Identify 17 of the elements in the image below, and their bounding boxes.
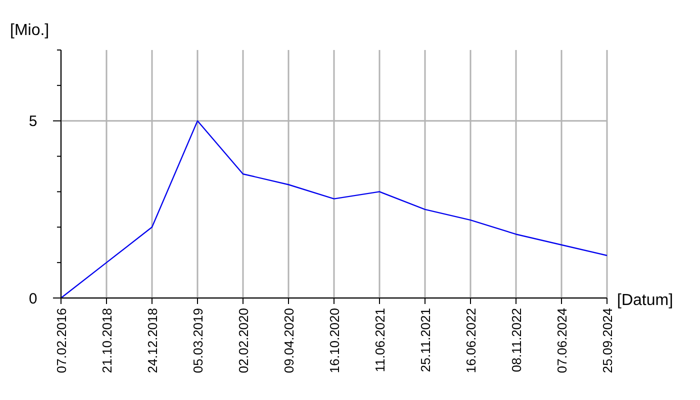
- y-tick-label: 5: [28, 113, 38, 130]
- x-tick-label: 05.03.2019: [190, 308, 206, 374]
- x-tick-label: 25.11.2021: [418, 308, 433, 372]
- y-tick-label: 0: [28, 290, 38, 308]
- x-tick-label: 21.10.2018: [100, 308, 114, 374]
- x-tick-label: 11.06.2021: [372, 308, 388, 372]
- x-tick-label: 07.06.2024: [554, 308, 570, 374]
- x-tick-label: 02.02.2020: [236, 308, 251, 374]
- x-axis-title: [Datum]: [617, 292, 674, 309]
- y-axis-title: [Mio.]: [10, 22, 50, 39]
- x-tick-label: 07.02.2016: [54, 308, 69, 374]
- x-tick-label: 24.12.2018: [145, 308, 160, 374]
- x-tick-label: 09.04.2020: [282, 308, 296, 374]
- x-tick-label: 16.06.2022: [464, 308, 478, 374]
- x-tick-label: 08.11.2022: [509, 308, 524, 372]
- x-tick-label: 16.10.2020: [327, 308, 342, 374]
- x-tick-label: 25.09.2024: [600, 308, 615, 374]
